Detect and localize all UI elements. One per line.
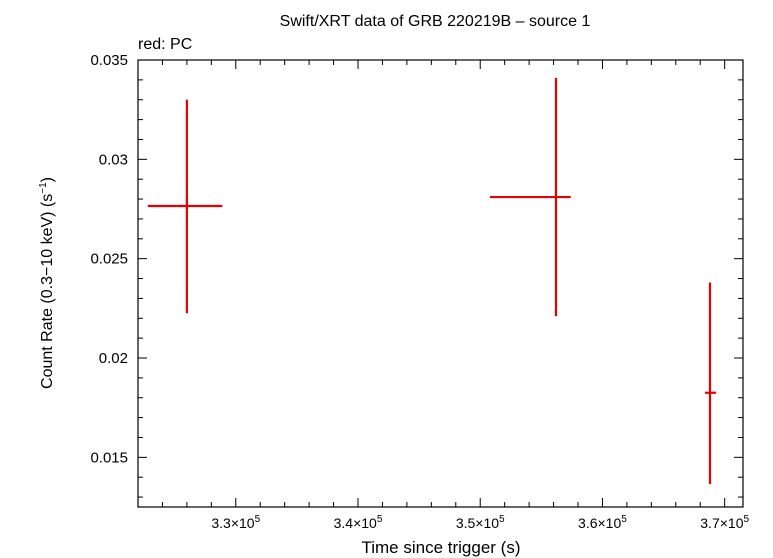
x-tick-label: 3.4×105 xyxy=(334,514,383,531)
x-tick-label: 3.7×105 xyxy=(700,514,749,531)
data-points xyxy=(147,77,717,485)
x-tick-label-mantissa: 3.3×10 xyxy=(211,515,254,531)
x-tick-label: 3.6×105 xyxy=(578,514,627,531)
chart-title: Swift/XRT data of GRB 220219B – source 1 xyxy=(280,13,591,30)
x-tick-label-exponent: 5 xyxy=(499,514,505,525)
x-tick-label-exponent: 5 xyxy=(377,514,383,525)
x-tick-label-exponent: 5 xyxy=(743,514,749,525)
y-tick-label: 0.03 xyxy=(99,151,128,168)
x-axis-label: Time since trigger (s) xyxy=(361,538,520,557)
x-tick-label-mantissa: 3.6×10 xyxy=(578,515,621,531)
chart-subtitle: red: PC xyxy=(138,36,192,53)
x-axis-ticks: 3.3×105 3.4×105 3.5×105 3.6×105 3.7×105 xyxy=(137,60,749,531)
y-axis-label-end: ) xyxy=(39,177,56,182)
x-tick-label: 3.5×105 xyxy=(456,514,505,531)
y-tick-label: 0.02 xyxy=(99,350,128,367)
y-axis-ticks: 0.035 0.03 0.025 0.02 0.015 xyxy=(90,52,743,498)
data-point xyxy=(705,282,717,485)
y-tick-label: 0.015 xyxy=(90,449,128,466)
data-point xyxy=(147,99,223,314)
plot-frame xyxy=(137,59,744,508)
data-point xyxy=(490,77,571,317)
x-tick-label: 3.3×105 xyxy=(211,514,260,531)
plot-axes xyxy=(137,59,744,508)
x-tick-label-exponent: 5 xyxy=(621,514,627,525)
x-tick-label-mantissa: 3.7×10 xyxy=(700,515,743,531)
y-axis-label-superscript: −1 xyxy=(38,182,49,194)
x-tick-label-mantissa: 3.5×10 xyxy=(456,515,499,531)
y-axis-label: Count Rate (0.3−10 keV) (s−1) xyxy=(38,177,56,389)
x-tick-label-mantissa: 3.4×10 xyxy=(334,515,377,531)
y-axis-label-main: Count Rate (0.3−10 keV) (s xyxy=(39,194,56,389)
y-tick-label: 0.035 xyxy=(90,52,128,69)
y-tick-label: 0.025 xyxy=(90,251,128,268)
x-tick-label-exponent: 5 xyxy=(255,514,261,525)
